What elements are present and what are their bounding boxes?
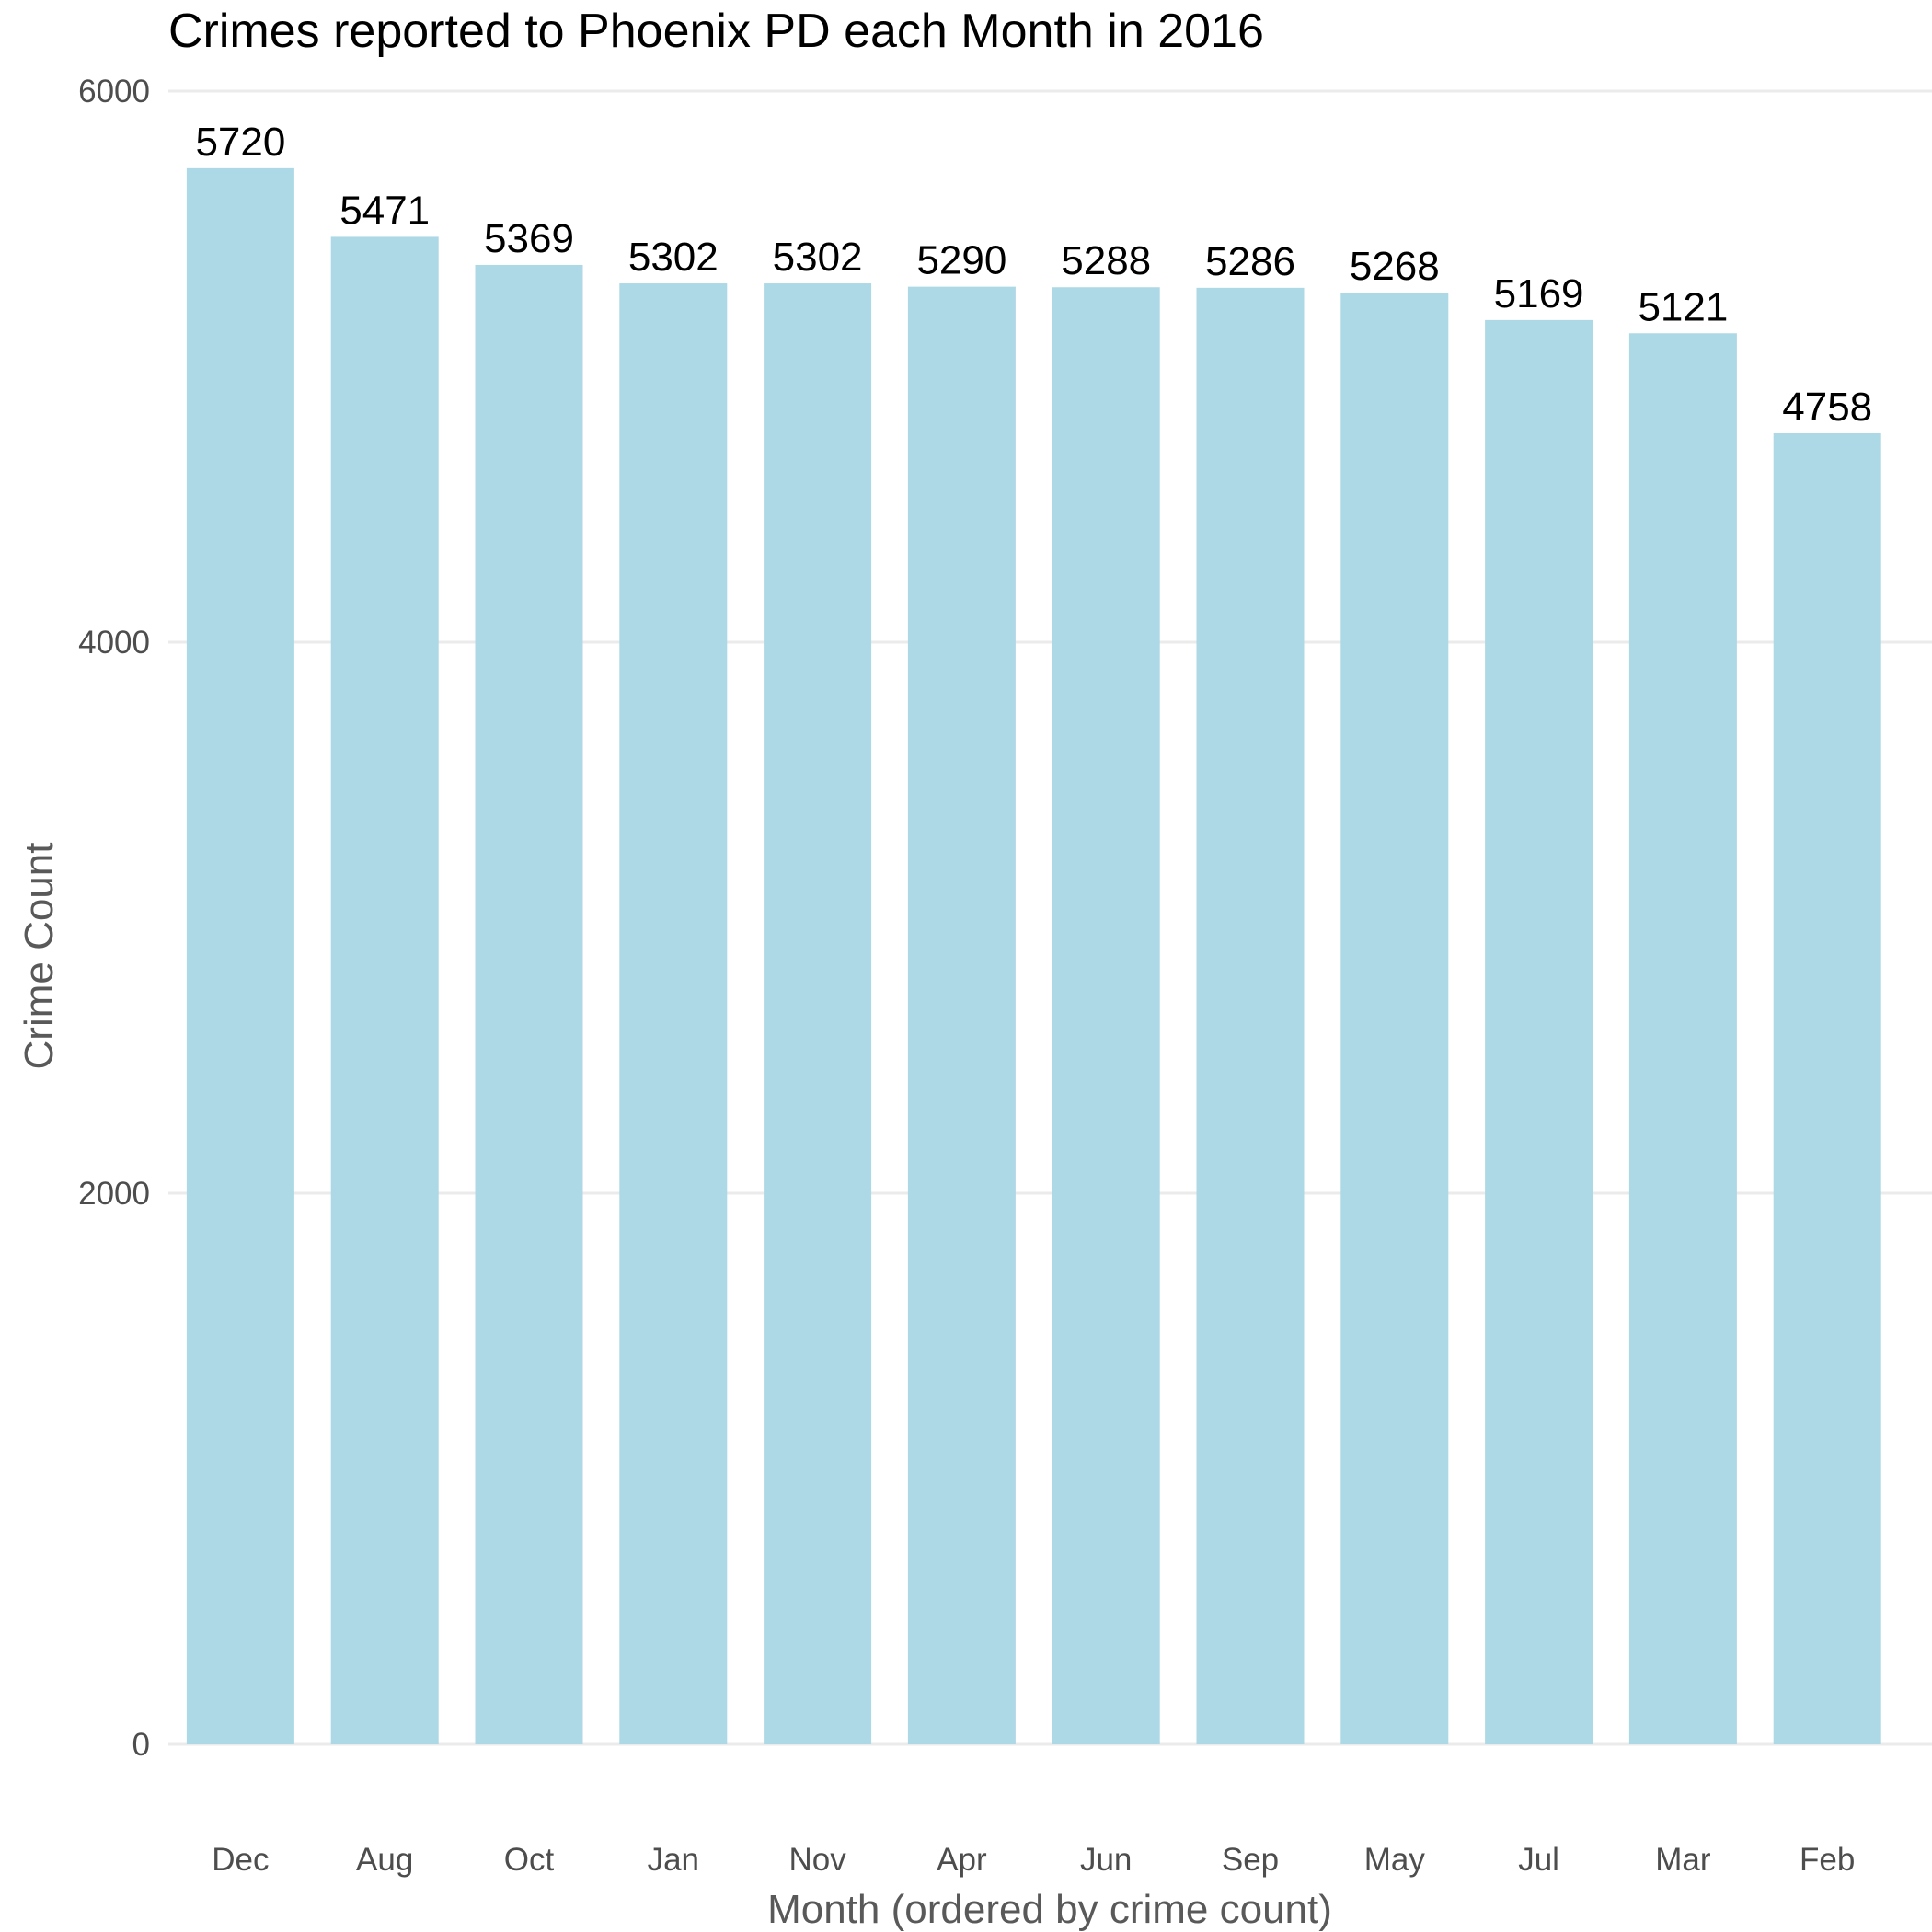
y-tick-label: 4000 — [78, 625, 150, 661]
data-label-jun: 5288 — [1061, 238, 1151, 283]
x-tick-label-jun: Jun — [1080, 1842, 1132, 1878]
data-label-apr: 5290 — [916, 238, 1006, 283]
bar-jul — [1485, 319, 1593, 1744]
bar-jun — [1052, 287, 1160, 1744]
bar-mar — [1628, 333, 1737, 1744]
bar-sep — [1196, 287, 1305, 1744]
data-label-aug: 5471 — [339, 188, 430, 233]
x-tick-label-may: May — [1364, 1842, 1426, 1878]
bar-apr — [907, 286, 1016, 1744]
x-axis-title: Month (ordered by crime count) — [767, 1887, 1332, 1932]
x-tick-label-feb: Feb — [1800, 1842, 1855, 1878]
x-tick-label-mar: Mar — [1655, 1842, 1711, 1878]
x-tick-label-aug: Aug — [356, 1842, 413, 1878]
x-tick-label-jan: Jan — [648, 1842, 699, 1878]
x-tick-label-apr: Apr — [937, 1842, 987, 1878]
y-tick-label: 0 — [132, 1727, 150, 1763]
bar-jan — [619, 283, 728, 1744]
y-tick-label: 2000 — [78, 1176, 150, 1212]
data-label-dec: 5720 — [195, 120, 285, 165]
chart-title: Crimes reported to Phoenix PD each Month… — [168, 5, 1264, 58]
data-label-nov: 5302 — [773, 235, 863, 280]
data-label-feb: 4758 — [1782, 385, 1872, 430]
data-label-jan: 5302 — [628, 235, 719, 280]
x-tick-label-oct: Oct — [504, 1842, 555, 1878]
bar-oct — [475, 264, 583, 1744]
y-axis-ticks: 0 2000 4000 6000 — [78, 74, 150, 1763]
y-tick-label: 6000 — [78, 74, 150, 109]
bar-dec — [186, 167, 294, 1745]
bars — [186, 167, 1881, 1745]
x-tick-label-dec: Dec — [212, 1842, 269, 1878]
data-label-mar: 5121 — [1638, 284, 1728, 329]
data-label-jul: 5169 — [1494, 271, 1584, 316]
bar-value-labels: 5720 5471 5369 5302 5302 5290 5288 5286 5268 5169… — [195, 120, 1872, 430]
x-tick-label-nov: Nov — [788, 1842, 846, 1878]
bar-aug — [330, 236, 439, 1744]
data-label-sep: 5286 — [1205, 239, 1295, 284]
x-axis-ticks: Dec Aug Oct Jan Nov Apr Jun Sep May Jul Mar Feb — [212, 1842, 1855, 1878]
y-axis-title: Crime Count — [17, 843, 62, 1070]
x-tick-label-jul: Jul — [1518, 1842, 1559, 1878]
x-tick-label-sep: Sep — [1222, 1842, 1279, 1878]
bar-may — [1340, 293, 1449, 1744]
bar-feb — [1773, 432, 1881, 1744]
data-label-may: 5268 — [1350, 244, 1440, 289]
data-label-oct: 5369 — [484, 216, 574, 261]
bar-nov — [764, 283, 872, 1744]
